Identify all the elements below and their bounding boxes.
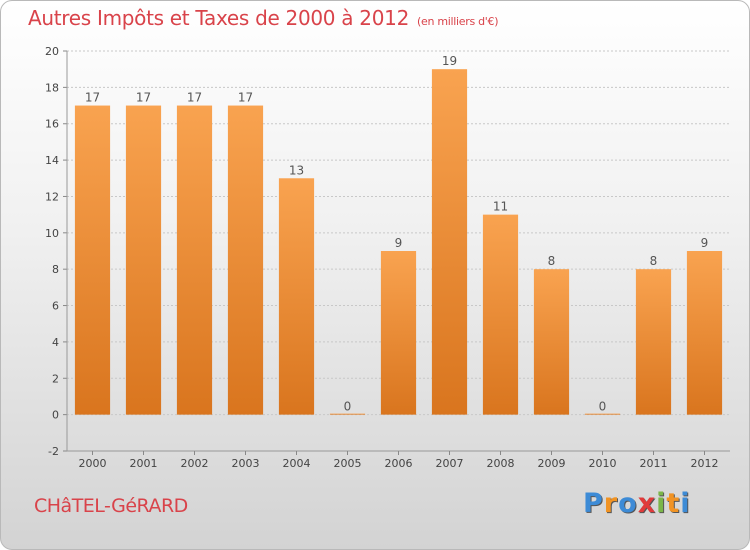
value-label-2005: 0 [344, 400, 352, 414]
title-text: Autres Impôts et Taxes de 2000 à 2012 [28, 6, 409, 30]
x-tick-label-2009: 2009 [538, 457, 566, 470]
bar-2010 [584, 413, 621, 415]
value-label-2002: 17 [187, 91, 202, 105]
y-tick-label: 2 [52, 372, 59, 385]
bar-2004 [278, 178, 315, 415]
logo-letter: P [583, 488, 604, 519]
y-tick-label: 6 [52, 300, 59, 313]
value-label-2012: 9 [701, 236, 709, 250]
x-tick-label-2005: 2005 [334, 457, 362, 470]
x-tick-label-2002: 2002 [181, 457, 209, 470]
y-tick-label: 0 [52, 409, 59, 422]
logo-letter: r [603, 488, 619, 519]
y-tick-label: 14 [45, 154, 59, 167]
bar-2008 [482, 214, 519, 415]
y-tick-label: 4 [52, 336, 59, 349]
value-label-2006: 9 [395, 236, 403, 250]
logo-letter: i [680, 488, 691, 519]
bar-2005 [329, 413, 366, 415]
y-tick-label: 12 [45, 190, 59, 203]
logo-letter: x [637, 488, 657, 519]
value-label-2010: 0 [599, 400, 607, 414]
y-tick-label: 16 [45, 118, 59, 131]
value-labels: 17 17 17 17 13 0 9 19 11 8 0 8 9 [85, 54, 708, 413]
value-label-2001: 17 [136, 91, 151, 105]
y-tick-label: 20 [45, 45, 59, 58]
chart-title: Autres Impôts et Taxes de 2000 à 2012 (en… [28, 6, 498, 30]
logo-letter: o [618, 488, 638, 519]
unit-label: (en milliers d'€) [417, 15, 499, 28]
value-label-2004: 13 [289, 163, 304, 177]
logo-letter: i [656, 488, 667, 519]
y-tick-label: -2 [48, 445, 59, 458]
x-tick-label-2007: 2007 [436, 457, 464, 470]
y-tick-label: 8 [52, 263, 59, 276]
x-tick-label-2010: 2010 [589, 457, 617, 470]
bar-2007 [431, 69, 468, 415]
bar-2002 [176, 105, 213, 415]
value-label-2000: 17 [85, 91, 100, 105]
bar-2000 [74, 105, 111, 415]
y-tick-labels: -2 0 2 4 6 8 10 12 14 16 18 20 [45, 45, 59, 458]
proxiti-logo: Proxiti [583, 488, 691, 519]
bar-2006 [380, 251, 417, 415]
bar-2009 [533, 269, 570, 415]
value-label-2008: 11 [493, 200, 508, 214]
value-label-2011: 8 [650, 254, 658, 268]
value-label-2003: 17 [238, 91, 253, 105]
bar-2012 [686, 251, 723, 415]
x-tick-label-2001: 2001 [130, 457, 158, 470]
x-tick-label-2006: 2006 [385, 457, 413, 470]
x-tick-label-2011: 2011 [640, 457, 668, 470]
x-tick-label-2004: 2004 [283, 457, 311, 470]
y-tick-label: 10 [45, 227, 59, 240]
logo-letter: t [666, 488, 681, 519]
bar-2001 [125, 105, 162, 415]
value-label-2009: 8 [548, 254, 556, 268]
y-tick-label: 18 [45, 81, 59, 94]
x-tick-labels: 2000 2001 2002 2003 2004 2005 2006 2007 2008 2009… [79, 451, 719, 470]
x-tick-label-2008: 2008 [487, 457, 515, 470]
x-tick-label-2003: 2003 [232, 457, 260, 470]
bars [74, 69, 723, 415]
bar-2011 [635, 269, 672, 415]
value-label-2007: 19 [442, 54, 457, 68]
bar-2003 [227, 105, 264, 415]
commune-name: CHâTEL-GéRARD [34, 495, 188, 517]
x-tick-label-2000: 2000 [79, 457, 107, 470]
x-tick-label-2012: 2012 [691, 457, 719, 470]
